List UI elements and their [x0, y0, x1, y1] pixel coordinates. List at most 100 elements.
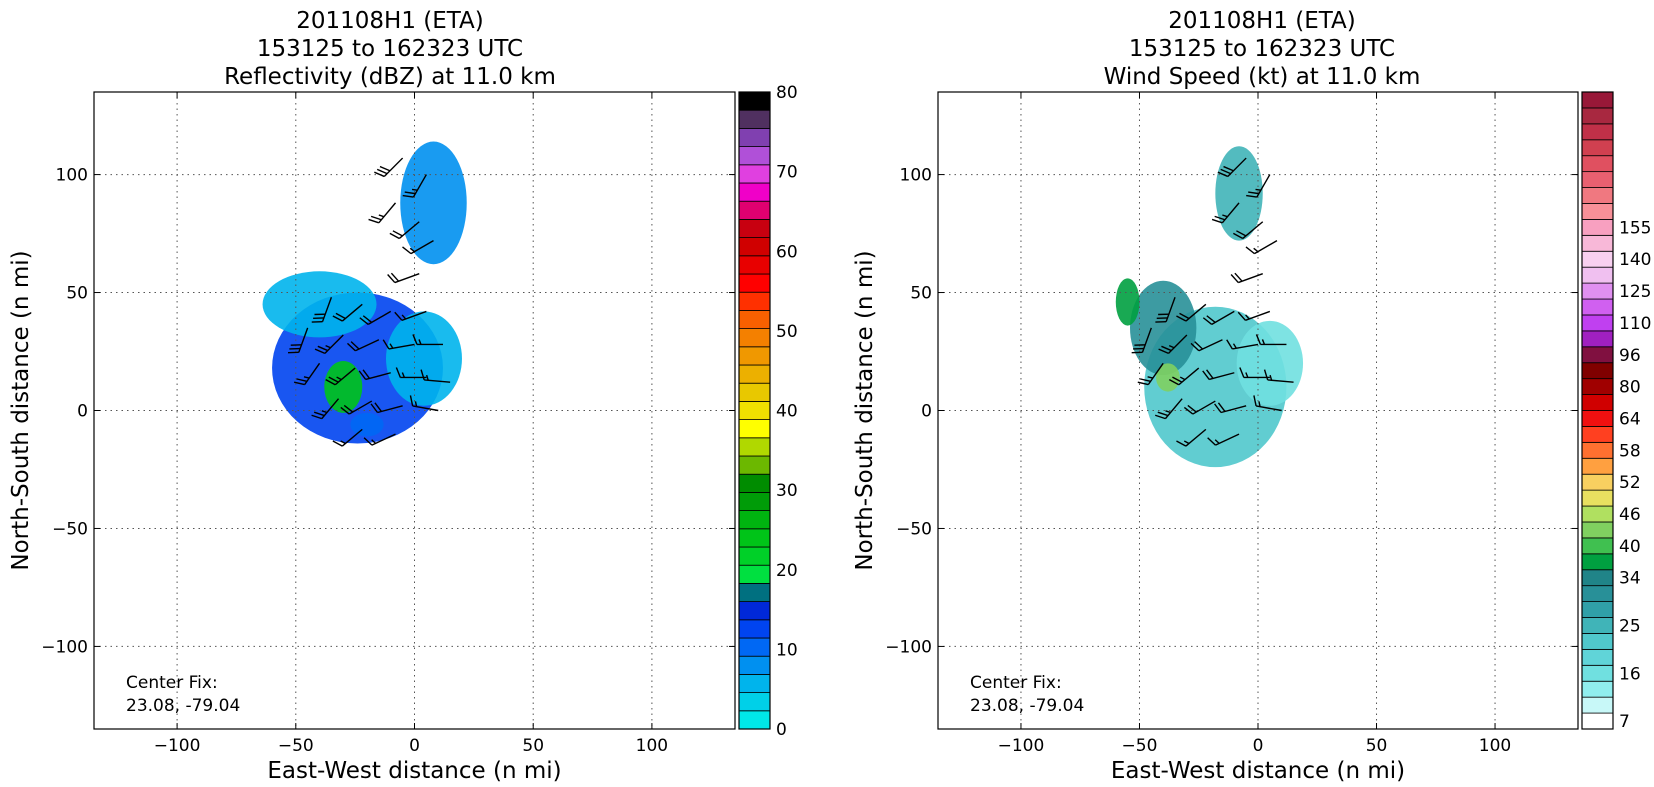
colorbar-segment [1581, 298, 1614, 316]
wind-barb [1255, 334, 1287, 346]
wind-barb [332, 303, 363, 322]
colorbar-segment [738, 91, 771, 111]
wind-barb [1155, 297, 1176, 323]
wind-barb [287, 327, 309, 354]
chart-title-line: 153125 to 162323 UTC [257, 36, 523, 62]
wind-barb [1211, 202, 1240, 224]
colorbar-segment [1581, 537, 1614, 555]
y-tick-label: 50 [910, 284, 932, 304]
colorbar-tick-label: 34 [1619, 569, 1641, 589]
colorbar-segment [738, 273, 771, 293]
colorbar-tick-label: 60 [776, 242, 798, 262]
colorbar-segment [1581, 426, 1614, 443]
wind-barb [314, 334, 344, 355]
colorbar-tick-label: 80 [1619, 378, 1641, 398]
field-region [262, 271, 377, 338]
colorbar-segment [738, 455, 771, 475]
field-region [400, 141, 467, 265]
wind-barb [1131, 327, 1152, 354]
chart-title-line: Reflectivity (dBZ) at 11.0 km [224, 64, 556, 90]
wind-barb [1158, 334, 1188, 355]
colorbar-segment [1581, 266, 1614, 284]
wind-barb [1202, 369, 1235, 381]
chart-title-line: 153125 to 162323 UTC [1129, 36, 1395, 62]
x-axis-label: East-West distance (n mi) [1111, 758, 1405, 784]
wind-barb [363, 433, 396, 446]
colorbar-tick-label: 125 [1619, 282, 1651, 302]
wind-barb [1207, 433, 1240, 446]
colorbar-tick-label: 64 [1619, 409, 1641, 429]
colorbar-segment [738, 346, 771, 366]
colorbar-segment [1581, 314, 1614, 332]
wind-barb [1233, 221, 1264, 240]
center-fix-annotation: 23.08, -79.04 [970, 696, 1084, 716]
data-field [262, 141, 467, 444]
wind-barb [1176, 428, 1207, 447]
y-tick-label: 100 [900, 166, 932, 186]
x-tick-label: 100 [1479, 736, 1511, 756]
colorbar-segment [738, 619, 771, 639]
colorbar-segment [738, 491, 771, 511]
colorbar-segment [738, 164, 771, 184]
colorbar-segment [1581, 107, 1614, 125]
wind-barbs [287, 157, 451, 447]
colorbar-tick-label: 155 [1619, 218, 1651, 238]
wind-barb [389, 221, 420, 240]
colorbar-segment [738, 473, 771, 493]
colorbar-segment [1581, 569, 1614, 587]
wind-barb [1202, 310, 1235, 326]
wind-barb [325, 367, 356, 386]
colorbar-segment [1581, 123, 1614, 141]
colorbar-tick-label: 52 [1619, 473, 1641, 493]
colorbar-segment [738, 218, 771, 238]
wind-barb [1217, 157, 1247, 178]
colorbar-segment [738, 528, 771, 548]
colorbar-segment [1581, 680, 1614, 698]
x-tick-label: −100 [154, 736, 201, 756]
colorbar-segment [1581, 234, 1614, 252]
chart-title-line: 201108H1 (ETA) [1168, 8, 1356, 34]
colorbar-tick-label: 80 [776, 83, 798, 103]
colorbar-segment [1581, 696, 1614, 714]
colorbar-segment [1581, 473, 1614, 491]
colorbar-segment [738, 637, 771, 657]
colorbar-segment [1581, 91, 1614, 109]
colorbar-segment [1581, 521, 1614, 539]
colorbar-segment [738, 674, 771, 694]
colorbar-segment [1581, 330, 1614, 348]
colorbar-segment [738, 182, 771, 202]
colorbar-segment [1581, 187, 1614, 204]
wind-barb [1253, 395, 1282, 412]
colorbar-tick-label: 20 [776, 561, 798, 581]
wind-barb [1137, 362, 1164, 386]
wind-barb [293, 362, 321, 386]
colorbar-segment [1581, 457, 1614, 475]
panel-1: 201108H1 (ETA)153125 to 162323 UTCReflec… [8, 8, 798, 784]
wind-barb [387, 272, 420, 284]
x-axis-label: East-West distance (n mi) [267, 758, 561, 784]
colorbar: 7 16 25 34 40 46 52 58 64 80 96 110 125 140 155 [1581, 91, 1651, 732]
center-fix-annotation: Center Fix: [126, 673, 218, 693]
wind-barb [409, 395, 439, 412]
y-tick-label: 0 [77, 402, 88, 422]
y-tick-label: −50 [896, 519, 932, 539]
colorbar-segment [1581, 712, 1614, 730]
colorbar-segment [738, 546, 771, 566]
colorbar-segment [738, 419, 771, 439]
colorbar-segment [738, 601, 771, 621]
colorbar-segment [738, 564, 771, 584]
center-fix-annotation: Center Fix: [970, 673, 1062, 693]
colorbar-segment [738, 237, 771, 257]
colorbar-segment [738, 291, 771, 311]
wind-barb [340, 400, 373, 415]
colorbar-segment [1581, 601, 1614, 618]
wind-barb [358, 369, 391, 381]
colorbar-segment [1581, 553, 1614, 571]
wind-barb [1190, 339, 1223, 352]
colorbar-segment [1581, 378, 1614, 395]
colorbar-segment [738, 382, 771, 402]
colorbar-segment [738, 710, 771, 730]
wind-barb [420, 369, 451, 383]
